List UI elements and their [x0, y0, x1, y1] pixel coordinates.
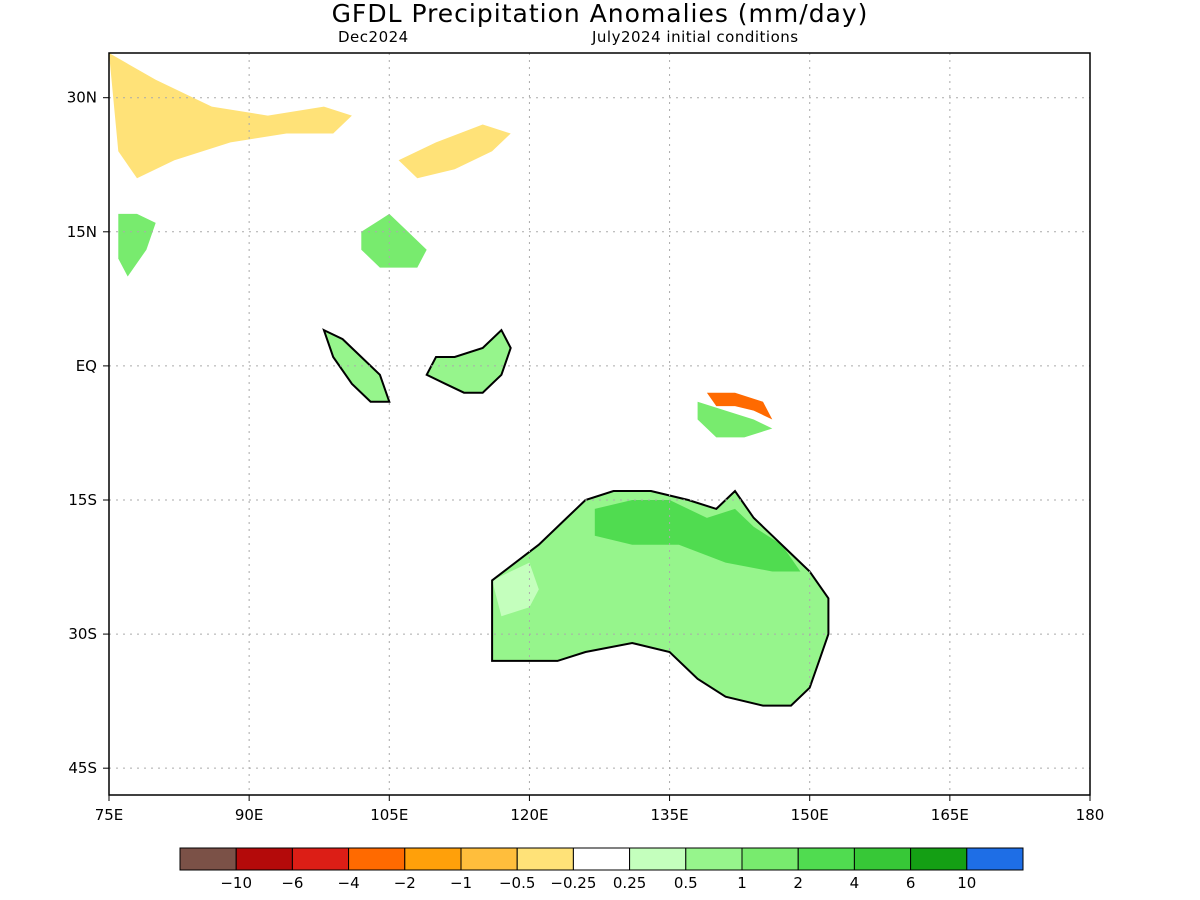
colorbar-label: −0.25	[550, 874, 596, 892]
anomaly-region-2	[492, 562, 539, 617]
colorbar-label: 10	[957, 874, 976, 892]
coastline-4	[322, 328, 391, 403]
colorbar-swatch	[516, 847, 574, 871]
anomaly-region-5	[361, 213, 427, 268]
colorbar-swatch	[460, 847, 518, 871]
colorbar-swatch	[741, 847, 799, 871]
colorbar-label: 1	[737, 874, 747, 892]
lat-tick-label: EQ	[76, 357, 97, 375]
lon-tick-label: 75E	[95, 806, 124, 824]
colorbar-label: −0.5	[499, 874, 535, 892]
anomaly-region-4	[323, 330, 390, 402]
lat-tick-label: 15N	[67, 223, 97, 241]
initial-conditions: July2024 initial conditions	[592, 28, 799, 46]
lon-tick-label: 165E	[931, 806, 969, 824]
colorbar-label: 2	[793, 874, 803, 892]
colorbar-swatch	[966, 847, 1024, 871]
forecast-month: Dec2024	[338, 28, 409, 46]
colorbar-swatch	[179, 847, 237, 871]
coastline-3	[425, 328, 512, 394]
colorbar-label: 0.25	[613, 874, 646, 892]
colorbar-swatch	[853, 847, 912, 871]
anomaly-fills	[109, 53, 829, 706]
graticule	[109, 53, 1090, 795]
lat-tick-label: 30S	[68, 625, 97, 643]
lat-tick-label: 45S	[68, 759, 97, 777]
anomaly-region-3	[426, 330, 511, 393]
lat-tick-label: 30N	[67, 89, 97, 107]
lon-tick-label: 180	[1076, 806, 1105, 824]
colorbar-swatch	[235, 847, 293, 871]
colorbar: −10 −6 −4 −2 −1 −0.5 −0.25 0.25 0.5 1 2 4 6 10	[179, 847, 1024, 892]
map-frame	[108, 52, 1091, 796]
colorbar-label: 6	[906, 874, 916, 892]
anomaly-region-9	[109, 53, 352, 179]
colorbar-swatch	[572, 847, 631, 871]
colorbar-label: 4	[850, 874, 860, 892]
colorbar-swatch	[348, 847, 406, 871]
lon-tick-label: 105E	[370, 806, 408, 824]
colorbar-label: −10	[220, 874, 252, 892]
colorbar-swatch	[629, 847, 687, 871]
anomaly-region-1	[594, 500, 801, 572]
lon-tick-label: 150E	[791, 806, 829, 824]
colorbar-label: −6	[281, 874, 303, 892]
colorbar-label: −2	[394, 874, 416, 892]
colorbar-swatch	[685, 847, 743, 871]
colorbar-swatch	[404, 847, 462, 871]
colorbar-swatch	[910, 847, 968, 871]
anomaly-region-6	[118, 213, 156, 277]
colorbar-label: −1	[450, 874, 472, 892]
colorbar-label: −4	[338, 874, 360, 892]
lon-tick-label: 120E	[510, 806, 548, 824]
coastline-0	[491, 489, 830, 707]
anomaly-region-8	[697, 401, 773, 438]
coastlines	[322, 328, 830, 707]
colorbar-label: 0.5	[674, 874, 698, 892]
colorbar-swatch	[291, 847, 350, 871]
anomaly-region-7	[706, 392, 773, 420]
map-title: GFDL Precipitation Anomalies (mm/day)	[331, 0, 869, 28]
lon-tick-label: 135E	[651, 806, 689, 824]
axis-ticks: 75E 90E 105E 120E 135E 150E 165E 180 30N 15N EQ 15S…	[67, 89, 1105, 824]
colorbar-swatch	[797, 847, 855, 871]
lat-tick-label: 15S	[68, 491, 97, 509]
anomaly-region-10	[398, 124, 511, 179]
lon-tick-label: 90E	[235, 806, 264, 824]
